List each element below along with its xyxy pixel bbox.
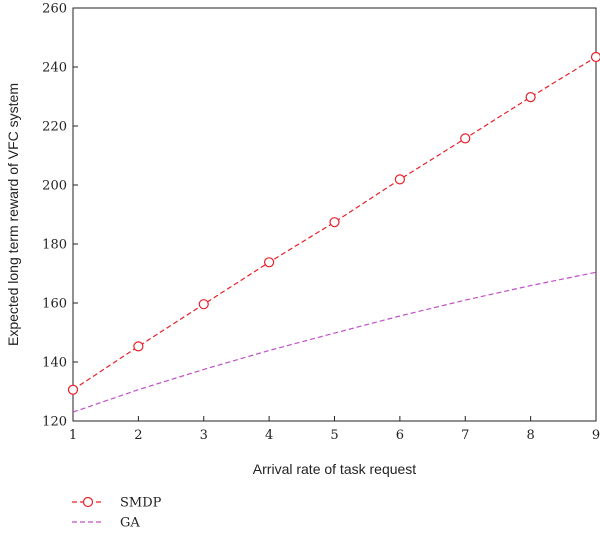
x-tick-label: 2 [134, 428, 142, 443]
legend: SMDP GA [72, 496, 162, 531]
y-tick-label: 160 [42, 297, 67, 312]
y-tick-label: 220 [42, 120, 67, 135]
x-tick-label: 1 [69, 428, 77, 443]
data-point-smdp [133, 341, 144, 352]
data-point-smdp [460, 133, 471, 144]
data-point-smdp [329, 217, 340, 228]
x-axis-title: Arrival rate of task request [253, 461, 417, 477]
series-line-smdp [72, 56, 597, 391]
data-point-smdp [67, 384, 79, 395]
axes-group: 1 2 3 4 5 6 7 8 9 120 140 160 180 200 220 240 260 [42, 2, 600, 444]
y-tick-label: 200 [42, 179, 67, 194]
legend-label-ga: GA [120, 516, 140, 531]
series-line-ga [72, 271, 597, 413]
legend-label-smdp: SMDP [120, 496, 162, 511]
y-tick-label: 260 [42, 2, 67, 17]
y-tick-label: 180 [42, 238, 67, 253]
x-tick-label: 9 [592, 428, 600, 443]
y-tick-label: 240 [42, 61, 67, 76]
x-tick-label: 3 [200, 428, 208, 443]
x-tick-label: 8 [526, 428, 534, 443]
x-tick-label: 4 [265, 428, 273, 443]
y-axis-title: Expected long term reward of VFC system [5, 83, 21, 346]
data-point-smdp [394, 174, 405, 185]
plot-frame [72, 7, 597, 422]
data-point-smdp [198, 299, 209, 310]
x-tick-label: 5 [330, 428, 338, 443]
y-tick-label: 120 [42, 415, 67, 430]
y-tick-label: 140 [42, 356, 67, 371]
data-point-smdp [525, 91, 536, 103]
data-point-smdp [264, 257, 275, 268]
series-group [67, 51, 600, 413]
x-tick-label: 7 [461, 428, 469, 443]
x-tick-label: 6 [396, 428, 404, 443]
legend-marker-smdp [82, 496, 94, 508]
data-point-smdp [590, 51, 600, 63]
